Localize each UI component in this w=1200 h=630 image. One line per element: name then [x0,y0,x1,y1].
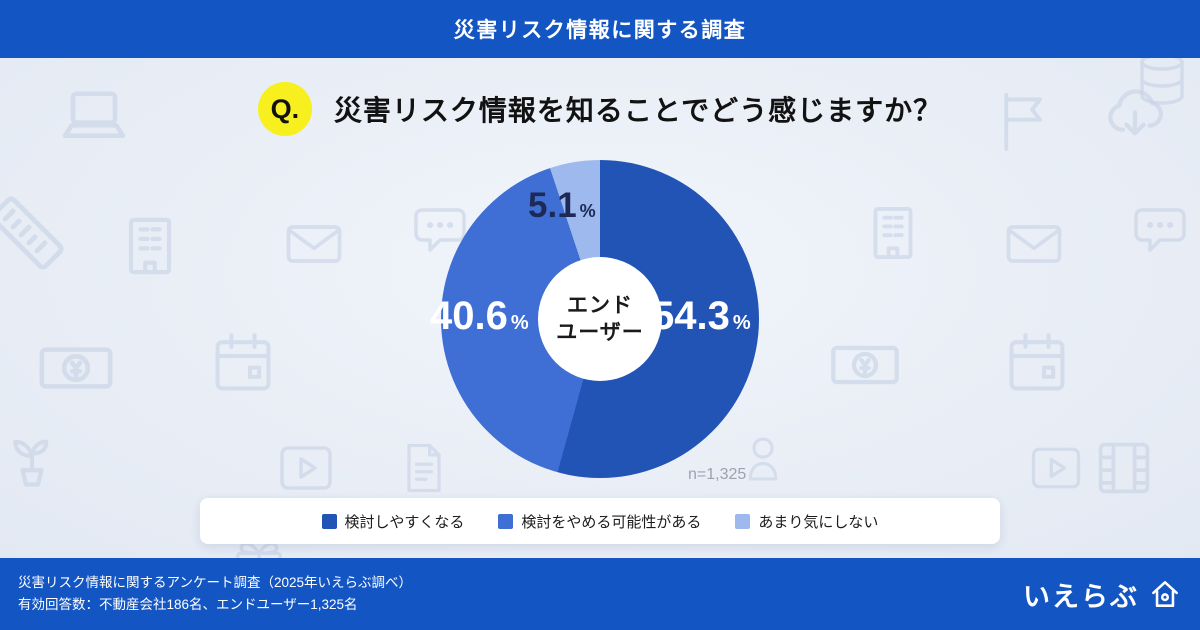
bg-envelope-icon [1000,210,1068,278]
bg-envelope-icon [280,210,348,278]
bg-building-icon [112,208,188,284]
bg-seedling-icon [0,418,70,494]
header: 災害リスク情報に関する調査 [0,0,1200,58]
legend-item-1: 検討しやすくなる [321,511,465,532]
background-pattern [0,58,1200,558]
bg-play-video-icon [1026,438,1086,498]
page-title: 災害リスク情報に関する調査 [453,19,747,42]
segment-value-label-2: 40.6% [430,294,529,338]
bg-cloud-download-icon [1096,76,1174,154]
legend: 検討しやすくなる 検討をやめる可能性がある あまり気にしない [200,498,1000,544]
legend-swatch-1 [321,513,337,529]
bg-speech-bubble-icon [1128,198,1192,262]
question-badge: Q. [257,82,312,136]
center-label-line1: エンド [567,293,633,317]
center-label-line2: ユーザー [556,321,644,344]
ielove-logo: いえらぶ [1023,575,1182,614]
bg-money-icon [34,326,118,410]
bg-building-icon [858,198,928,268]
bg-speech-bubble-icon [408,198,472,262]
footer-line1: 災害リスク情報に関するアンケート調査（2025年いえらぶ調べ） [18,575,412,591]
logo-text: いえらぶ [1023,581,1139,612]
question-text: 災害リスク情報を知ることでどう感じますか？ [333,95,943,126]
chart-area: エンド ユーザー 54.3% 40.6% 5.1% n=1,325 [260,152,940,490]
bg-gift-icon [228,530,290,558]
question: Q. 災害リスク情報を知ることでどう感じますか？ [0,82,1200,136]
bg-database-icon [1130,58,1194,112]
footer: 災害リスク情報に関するアンケート調査（2025年いえらぶ調べ） 有効回答数：不動… [0,558,1200,630]
bg-flag-icon [986,86,1058,158]
bg-doll-icon [734,430,792,488]
legend-swatch-2 [498,513,514,529]
segment-value-label-3: 5.1% [528,186,596,225]
legend-label-3: あまり気にしない [758,513,879,531]
legend-swatch-3 [735,513,751,529]
legend-label-2: 検討をやめる可能性がある [521,513,702,531]
legend-label-1: 検討しやすくなる [344,513,465,531]
bg-play-video-icon [274,436,338,500]
main-area: Q. 災害リスク情報を知ることでどう感じますか？ エンド ユーザー 54.3% … [0,58,1200,558]
logo-house-icon [1152,581,1178,607]
bg-money-icon [826,326,904,404]
sample-size-label: n=1,325 [688,466,747,483]
bg-film-icon [1090,434,1158,502]
question-badge-label: Q. [270,93,300,124]
bg-ruler-icon [0,188,72,278]
segment-value-label-1: 54.3% [652,294,751,338]
chart-center-label: エンド ユーザー [538,257,662,381]
bg-calendar-icon [206,326,280,400]
bg-laptop-icon [52,78,136,162]
bg-calendar-icon [1000,326,1074,400]
legend-item-3: あまり気にしない [735,511,878,532]
legend-item-2: 検討をやめる可能性がある [498,511,701,532]
bg-document-icon [394,438,454,498]
footer-source: 災害リスク情報に関するアンケート調査（2025年いえらぶ調べ） 有効回答数：不動… [18,572,412,615]
footer-line2: 有効回答数：不動産会社186名、エンドユーザー1,325名 [18,597,358,612]
